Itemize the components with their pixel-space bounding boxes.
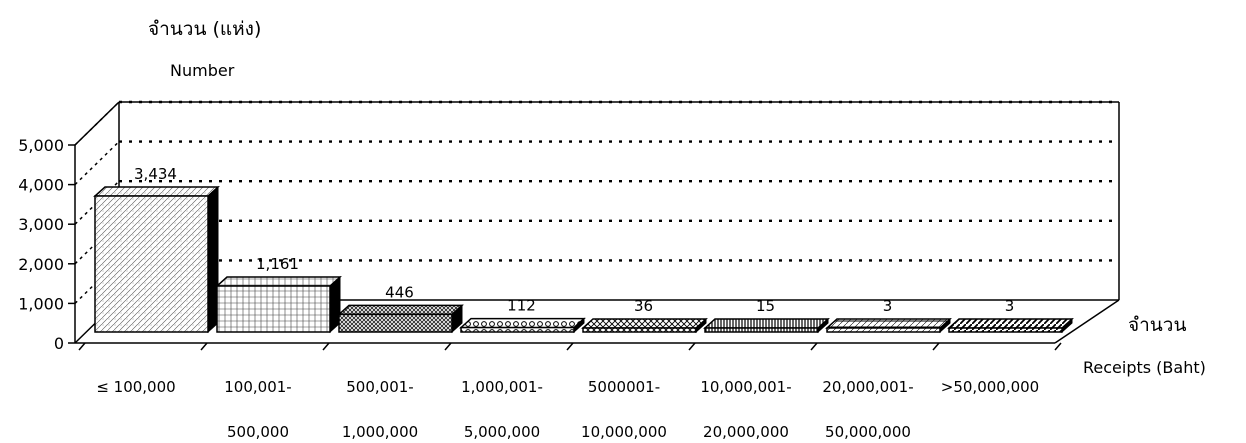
bar [216, 285, 331, 333]
x-tick-mark [444, 342, 452, 351]
x-category-label: ≤ 100,000 [96, 378, 175, 396]
bar [948, 327, 1063, 333]
x-tick-mark [810, 342, 818, 351]
bar-top [215, 276, 342, 287]
bar-top [93, 186, 220, 197]
gridlines [74, 100, 1119, 304]
y-tick-label: 1,000 [18, 294, 64, 313]
x-category-label: 20,000,001- [822, 378, 913, 396]
bar-top [947, 318, 1074, 329]
x-category-label-line2: 500,000 [227, 423, 289, 441]
x-categories-group: ≤ 100,000 100,001- 500,000 500,001- 1,000,00… [78, 342, 1062, 441]
x-category-label: 10,000,001- [700, 378, 791, 396]
x-category-label: 1,000,001- [461, 378, 543, 396]
data-label: 3 [1005, 297, 1015, 315]
x-axis-title-thai: จำนวน [1128, 314, 1187, 336]
bar [460, 326, 575, 333]
x-tick-mark [1054, 342, 1062, 351]
y-tick-label: 3,000 [18, 215, 64, 234]
data-label: 112 [507, 297, 536, 315]
bar [704, 327, 819, 333]
x-category-label: >50,000,000 [941, 378, 1039, 396]
data-label: 3 [883, 297, 893, 315]
data-labels-group: 3,434 1,161 446 112 36 15 3 3 [134, 165, 1014, 315]
y-tick-label: 4,000 [18, 176, 64, 195]
x-category-label-line2: 50,000,000 [825, 423, 911, 441]
bar [826, 327, 941, 333]
bar-top [337, 304, 464, 316]
x-category-label-line2: 20,000,000 [703, 423, 789, 441]
chart-frame-line [1054, 299, 1120, 344]
data-label: 446 [385, 283, 414, 301]
bar-top [459, 317, 586, 329]
gridline-side [74, 101, 120, 146]
data-label: 36 [634, 297, 653, 315]
y-ticks-group: 0 1,000 2,000 3,000 4,000 5,000 [18, 136, 75, 353]
bar-top [825, 318, 952, 329]
x-tick-mark [932, 342, 940, 351]
x-category-label: 100,001- [224, 378, 291, 396]
y-tick-label: 0 [54, 334, 64, 353]
x-tick-mark [200, 342, 208, 351]
x-category-label-line2: 5,000,000 [464, 423, 540, 441]
y-axis-title-thai: จำนวน (แห่ง) [148, 18, 262, 40]
bar [338, 313, 453, 333]
bar [582, 327, 697, 333]
x-tick-mark [566, 342, 574, 351]
x-category-label: 500,001- [346, 378, 413, 396]
bar-top [581, 318, 708, 329]
bar-top [703, 318, 830, 329]
bars-group [93, 185, 1074, 334]
x-axis-title-english: Receipts (Baht) [1083, 358, 1206, 377]
x-category-label: 5000001- [588, 378, 660, 396]
x-tick-mark [322, 342, 330, 351]
x-category-label-line2: 1,000,000 [342, 423, 418, 441]
x-tick-mark [688, 342, 696, 351]
y-axis-title-english: Number [170, 61, 235, 80]
y-tick-label: 5,000 [18, 136, 64, 155]
gridline-side [74, 141, 120, 186]
bar [94, 195, 209, 333]
data-label: 3,434 [134, 165, 177, 183]
x-category-label-line2: 10,000,000 [581, 423, 667, 441]
y-tick-label: 2,000 [18, 255, 64, 274]
x-tick-mark [78, 342, 86, 351]
data-label: 15 [756, 297, 775, 315]
data-label: 1,161 [256, 255, 299, 273]
